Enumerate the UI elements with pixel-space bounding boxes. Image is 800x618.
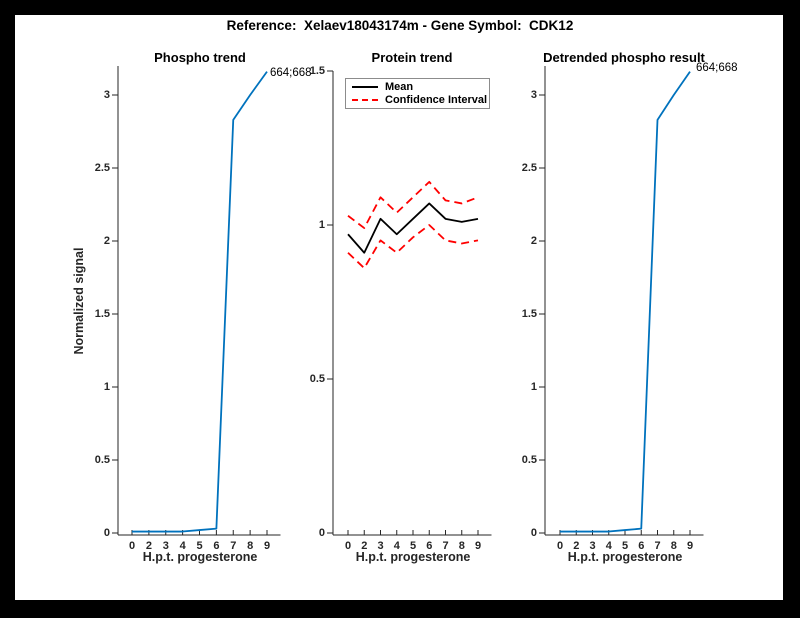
phospho-trend-y-tick-label: 1.5 [94,308,110,320]
plot1-title: Phospho trend [154,50,246,65]
phospho-trend-x-tick-label: 6 [213,540,220,552]
detrended-phospho-y-tick-label: 2 [530,235,537,247]
protein-trend-x-tick-label: 8 [458,540,465,552]
phospho-trend-x-tick-label: 9 [263,540,271,552]
detrended-phospho-x-tick-label: 3 [589,540,596,552]
detrended-phospho-y-tick-label: 1.5 [521,308,537,320]
protein-trend-x-tick-label: 0 [344,540,352,552]
protein-trend-x-tick-label: 7 [442,540,449,552]
phospho-trend-x-tick-label: 0 [128,540,136,552]
detrended-phospho-y-tick-label: 3 [530,89,537,101]
ci-line-sample [352,98,378,101]
plot2-title: Protein trend [371,50,453,65]
phospho-trend-y-tick-label: 2.5 [94,162,110,174]
protein-trend-x-tick-label: 5 [409,540,417,552]
detrended-phospho-series-0 [560,71,691,533]
detrended-phospho-x-tick-label: 8 [670,540,677,552]
phospho-trend-y-tick-label: 0 [103,527,110,539]
protein-trend-x-tick-label: 9 [474,540,482,552]
phospho-trend-axes [117,66,281,536]
phospho-trend-x-tick-label: 8 [247,540,254,552]
legend-label-mean: Mean [385,81,414,94]
phospho-trend-ticks [112,94,268,535]
detrended-phospho-ticks [539,94,691,535]
protein-trend-x-tick-label: 3 [377,540,384,552]
figure-title: Reference: Xelaev18043174m - Gene Symbol… [226,18,574,33]
phospho-trend-y-tick-label: 3 [103,89,110,101]
detrended-phospho-x-tick-label: 7 [654,540,661,552]
detrended-phospho-axes [544,66,704,536]
protein-trend-y-tick-label: 0.5 [309,373,325,385]
detrended-phospho-x-tick-label: 6 [638,540,645,552]
protein-trend-series-1 [347,180,479,229]
phospho-trend-x-tick-label: 2 [145,540,152,552]
phospho-trend-y-tick-label: 1 [103,381,110,393]
detrended-phospho-y-tick-label: 2.5 [521,162,537,174]
detrended-phospho-x-tick-label: 5 [621,540,629,552]
protein-trend-series-0 [347,202,479,254]
y-axis-label: Normalized signal [72,247,86,355]
phospho-trend-x-tick-label: 7 [230,540,237,552]
plot2-x-axis-label: H.p.t. progesterone [355,550,471,564]
legend-row-ci: Confidence Interval [352,94,489,107]
phospho-trend-y-tick-label: 0.5 [94,454,110,466]
legend-box: Mean Confidence Interval [345,78,490,109]
protein-trend-x-tick-label: 4 [393,540,400,552]
protein-trend-series-2 [347,224,479,270]
detrended-phospho-x-tick-label: 4 [605,540,612,552]
protein-trend-ticks [327,70,479,535]
plot1-annotation: 664;668 [270,67,312,79]
protein-trend-y-tick-label: 1.5 [309,65,325,77]
phospho-trend-series-0 [132,71,268,533]
detrended-phospho-x-tick-label: 0 [556,540,564,552]
legend-row-mean: Mean [352,81,489,94]
protein-trend-x-tick-label: 6 [426,540,433,552]
mean-line-sample [352,86,378,89]
phospho-trend-x-tick-label: 4 [179,540,186,552]
phospho-trend-x-tick-label: 3 [162,540,169,552]
phospho-trend-x-tick-label: 5 [196,540,203,552]
protein-trend-axes [332,71,492,536]
protein-trend-x-tick-label: 2 [361,540,368,552]
figure-canvas [15,15,783,600]
detrended-phospho-x-tick-label: 9 [686,540,694,552]
detrended-phospho-y-tick-label: 0.5 [521,454,537,466]
detrended-phospho-y-tick-label: 1 [530,381,537,393]
plot3-x-axis-label: H.p.t. progesterone [567,550,683,564]
detrended-phospho-x-tick-label: 2 [573,540,580,552]
plot1-x-axis-label: H.p.t. progesterone [142,550,258,564]
detrended-phospho-y-tick-label: 0 [530,527,537,539]
phospho-trend-y-tick-label: 2 [103,235,110,247]
plot3-annotation: 664;668 [696,62,738,74]
plot3-title: Detrended phospho result [543,50,705,65]
protein-trend-y-tick-label: 1 [318,219,325,231]
legend-label-ci: Confidence Interval [385,93,488,106]
protein-trend-y-tick-label: 0 [318,527,325,539]
